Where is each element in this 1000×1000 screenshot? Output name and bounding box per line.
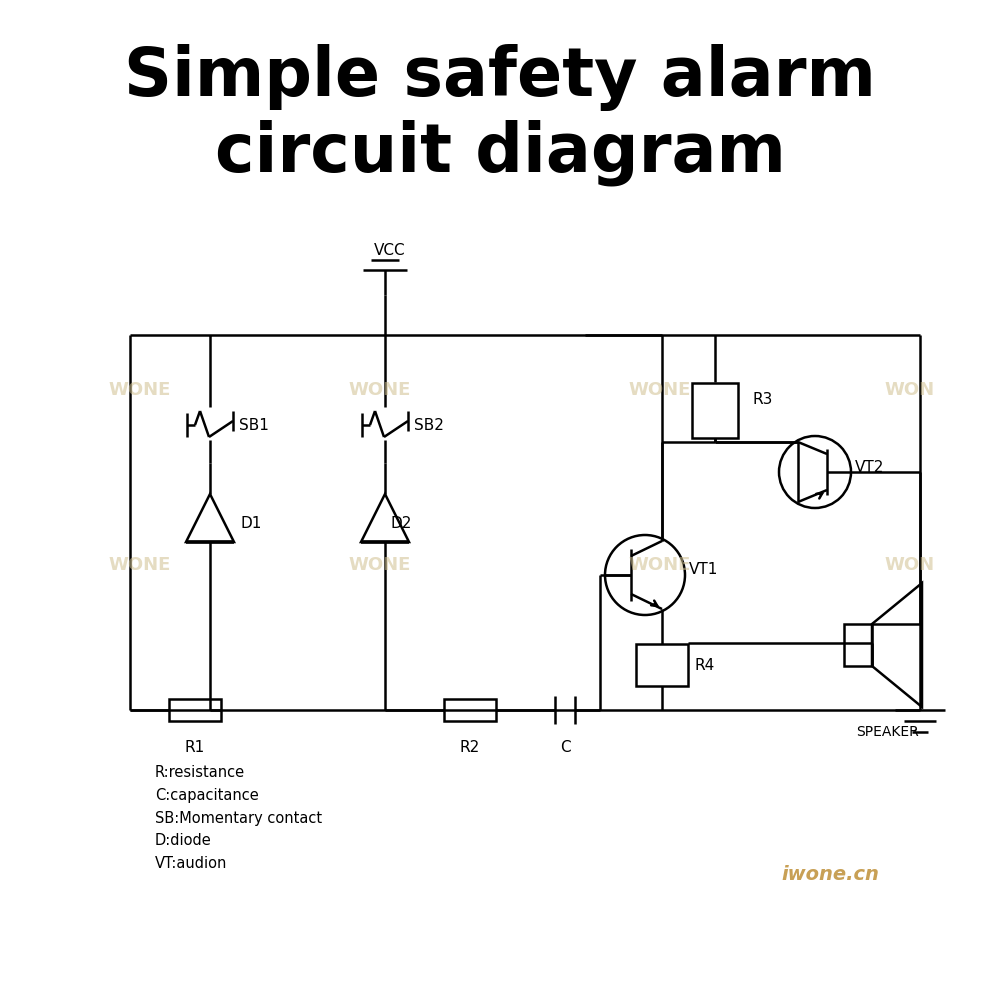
- Text: C: C: [560, 740, 570, 755]
- Text: WONE: WONE: [629, 556, 691, 574]
- Text: VT1: VT1: [689, 562, 718, 578]
- Text: WON: WON: [885, 556, 935, 574]
- Text: WONE: WONE: [109, 556, 171, 574]
- Text: Simple safety alarm
circuit diagram: Simple safety alarm circuit diagram: [124, 44, 876, 186]
- Bar: [444, 699, 496, 721]
- Text: SPEAKER: SPEAKER: [857, 725, 919, 739]
- Text: WON: WON: [885, 381, 935, 399]
- Text: D1: D1: [240, 516, 261, 530]
- Text: D2: D2: [391, 516, 412, 530]
- Bar: [692, 382, 738, 438]
- Text: WONE: WONE: [629, 381, 691, 399]
- Text: iwone.cn: iwone.cn: [781, 865, 879, 884]
- Text: VCC: VCC: [374, 243, 406, 258]
- Text: R2: R2: [460, 740, 480, 755]
- Bar: [169, 699, 221, 721]
- Bar: [844, 624, 872, 666]
- Text: VT2: VT2: [855, 460, 884, 475]
- Text: WONE: WONE: [109, 381, 171, 399]
- Text: SB1: SB1: [239, 418, 269, 432]
- Text: R4: R4: [694, 658, 714, 672]
- Text: SB2: SB2: [414, 418, 444, 432]
- Text: R1: R1: [185, 740, 205, 755]
- Text: R:resistance
C:capacitance
SB:Momentary contact
D:diode
VT:audion: R:resistance C:capacitance SB:Momentary …: [155, 765, 322, 871]
- Text: R3: R3: [753, 392, 773, 408]
- Bar: [636, 644, 688, 686]
- Text: WONE: WONE: [349, 381, 411, 399]
- Text: WONE: WONE: [349, 556, 411, 574]
